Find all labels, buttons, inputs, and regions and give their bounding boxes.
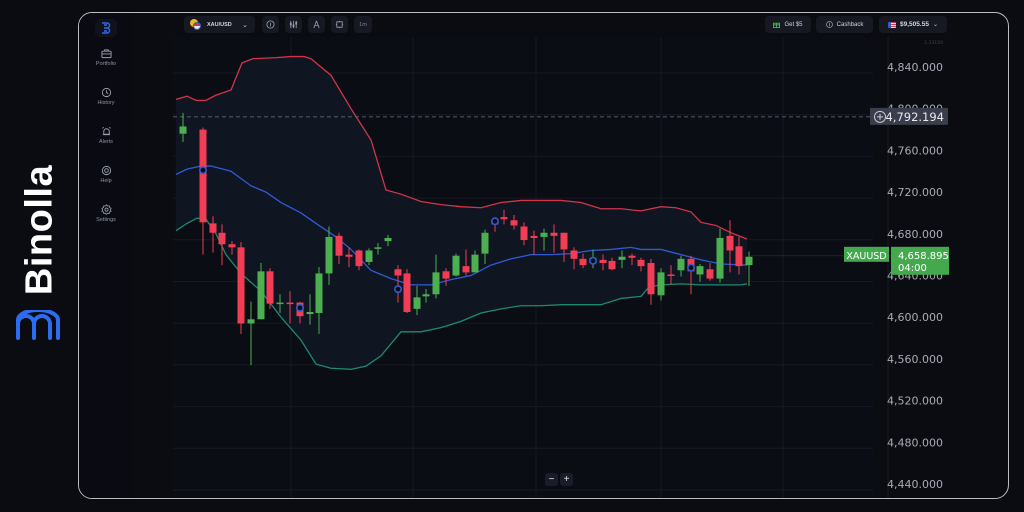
sidebar-item-help[interactable]: Help — [79, 165, 133, 201]
alarm-icon — [101, 126, 111, 136]
lifebuoy-icon — [101, 165, 111, 176]
sidebar: Portfolio History Alerts Help Settings — [79, 13, 133, 498]
gift-icon — [773, 22, 781, 28]
drawing-icon — [313, 20, 320, 29]
asset-selector[interactable]: XAU/USD ⌄ — [184, 16, 255, 33]
brand-name: Binolla — [18, 164, 61, 296]
history-icon — [101, 87, 111, 98]
sidebar-item-settings[interactable]: Settings — [79, 204, 133, 240]
indicators-button[interactable] — [285, 16, 302, 33]
svg-text:4,600.000: 4,600.000 — [887, 311, 943, 324]
sidebar-item-history[interactable]: History — [79, 87, 133, 123]
timeframe-button[interactable]: 1m — [354, 16, 372, 33]
zoom-out-button[interactable]: − — [545, 473, 558, 486]
svg-text:4,480.000: 4,480.000 — [887, 436, 943, 449]
svg-text:4,720.000: 4,720.000 — [887, 186, 943, 199]
briefcase-icon — [100, 49, 112, 59]
cashback-label: Cashback — [836, 21, 864, 28]
asset-flag-icon — [190, 19, 201, 30]
toolbar: XAU/USD ⌄ 1m Get $5 Cashback — [133, 13, 1008, 39]
svg-text:4,680.000: 4,680.000 — [887, 228, 943, 241]
get-bonus-button[interactable]: Get $5 — [765, 16, 811, 33]
get-bonus-label: Get $5 — [784, 21, 803, 28]
svg-text:4,560.000: 4,560.000 — [887, 353, 943, 366]
balance-value: $9,505.55 — [900, 21, 929, 28]
svg-text:4,792.194: 4,792.194 — [885, 110, 944, 124]
sidebar-item-label: History — [97, 100, 115, 106]
price-chart[interactable]: 4,840.0004,800.0004,760.0004,720.0004,68… — [79, 13, 1009, 499]
zoom-controls: − + — [545, 473, 573, 486]
info-icon — [266, 20, 275, 29]
svg-text:4,520.000: 4,520.000 — [887, 395, 943, 408]
binolla-mark-icon — [102, 22, 111, 34]
indicators-icon — [289, 20, 298, 29]
app-window: Portfolio History Alerts Help Settings — [78, 12, 1009, 499]
cashback-button[interactable]: Cashback — [816, 16, 873, 33]
sidebar-item-label: Settings — [96, 217, 116, 223]
sidebar-item-label: Portfolio — [95, 61, 117, 67]
asset-name: XAU/USD — [207, 21, 232, 28]
sidebar-item-label: Alerts — [98, 139, 114, 145]
svg-text:1.13150: 1.13150 — [924, 40, 943, 46]
chevron-down-icon: ⌄ — [932, 22, 938, 28]
svg-text:4,760.000: 4,760.000 — [887, 144, 943, 157]
sidebar-item-alerts[interactable]: Alerts — [79, 126, 133, 162]
sidebar-item-label: Help — [100, 178, 112, 184]
balance-selector[interactable]: $9,505.55 ⌄ — [879, 16, 947, 33]
chart-type-button[interactable] — [331, 16, 348, 33]
chevron-down-icon: ⌄ — [242, 21, 248, 29]
cashback-icon — [825, 21, 833, 28]
us-flag-icon — [888, 21, 897, 28]
sidebar-item-portfolio[interactable]: Portfolio — [79, 48, 133, 84]
info-button[interactable] — [262, 16, 279, 33]
zoom-in-button[interactable]: + — [560, 473, 573, 486]
drawing-tools-button[interactable] — [308, 16, 325, 33]
binolla-logo-icon — [16, 310, 60, 340]
app-logo[interactable] — [95, 19, 117, 37]
svg-text:XAUUSD: XAUUSD — [846, 251, 886, 262]
gear-icon — [100, 204, 112, 215]
svg-text:4,440.000: 4,440.000 — [887, 478, 943, 491]
chart-type-icon — [335, 20, 344, 29]
svg-text:4,658.895: 4,658.895 — [898, 251, 949, 262]
svg-text:04:00: 04:00 — [898, 263, 927, 274]
svg-text:4,840.000: 4,840.000 — [887, 61, 943, 74]
